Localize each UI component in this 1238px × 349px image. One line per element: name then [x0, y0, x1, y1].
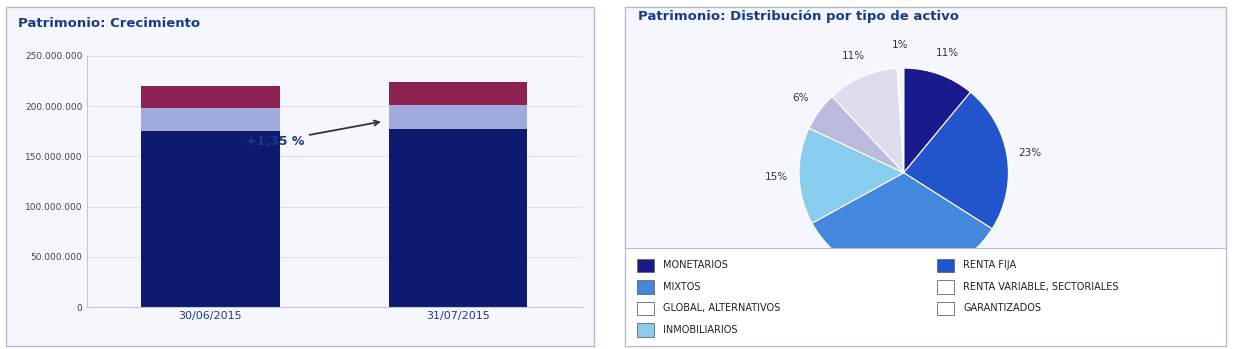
- Wedge shape: [832, 68, 904, 173]
- Text: 11%: 11%: [936, 47, 958, 58]
- Text: 23%: 23%: [1019, 148, 1041, 158]
- FancyBboxPatch shape: [6, 7, 594, 346]
- Bar: [638, 259, 654, 272]
- Text: 1%: 1%: [891, 40, 907, 50]
- Bar: [389, 105, 527, 129]
- Bar: [389, 82, 527, 105]
- Text: Patrimonio: Distribución por tipo de activo: Patrimonio: Distribución por tipo de act…: [638, 10, 958, 23]
- Text: RENTA FIJA: RENTA FIJA: [963, 260, 1016, 270]
- Bar: [638, 280, 654, 294]
- Bar: [937, 302, 954, 315]
- Bar: [638, 302, 654, 315]
- Wedge shape: [799, 128, 904, 223]
- Bar: [937, 280, 954, 294]
- Wedge shape: [812, 173, 992, 277]
- Wedge shape: [898, 68, 904, 173]
- Bar: [141, 108, 280, 131]
- Wedge shape: [904, 92, 1009, 229]
- Bar: [141, 131, 280, 307]
- Text: INMOBILIARIOS: INMOBILIARIOS: [664, 325, 738, 335]
- Text: GLOBAL, ALTERNATIVOS: GLOBAL, ALTERNATIVOS: [664, 303, 780, 313]
- Text: MIXTOS: MIXTOS: [664, 282, 701, 292]
- Bar: [141, 87, 280, 108]
- Bar: [638, 323, 654, 337]
- Text: 11%: 11%: [842, 51, 864, 60]
- Bar: [389, 129, 527, 307]
- Bar: [937, 259, 954, 272]
- Text: +1,35 %: +1,35 %: [245, 120, 379, 148]
- Text: 6%: 6%: [792, 93, 808, 103]
- Wedge shape: [904, 68, 971, 173]
- Text: GARANTIZADOS: GARANTIZADOS: [963, 303, 1041, 313]
- Text: 15%: 15%: [765, 172, 787, 182]
- Text: Patrimonio: Crecimiento: Patrimonio: Crecimiento: [19, 17, 201, 30]
- FancyBboxPatch shape: [625, 7, 1226, 346]
- Text: MONETARIOS: MONETARIOS: [664, 260, 728, 270]
- Text: 33%: 33%: [888, 295, 911, 305]
- Text: RENTA VARIABLE, SECTORIALES: RENTA VARIABLE, SECTORIALES: [963, 282, 1119, 292]
- Wedge shape: [808, 96, 904, 173]
